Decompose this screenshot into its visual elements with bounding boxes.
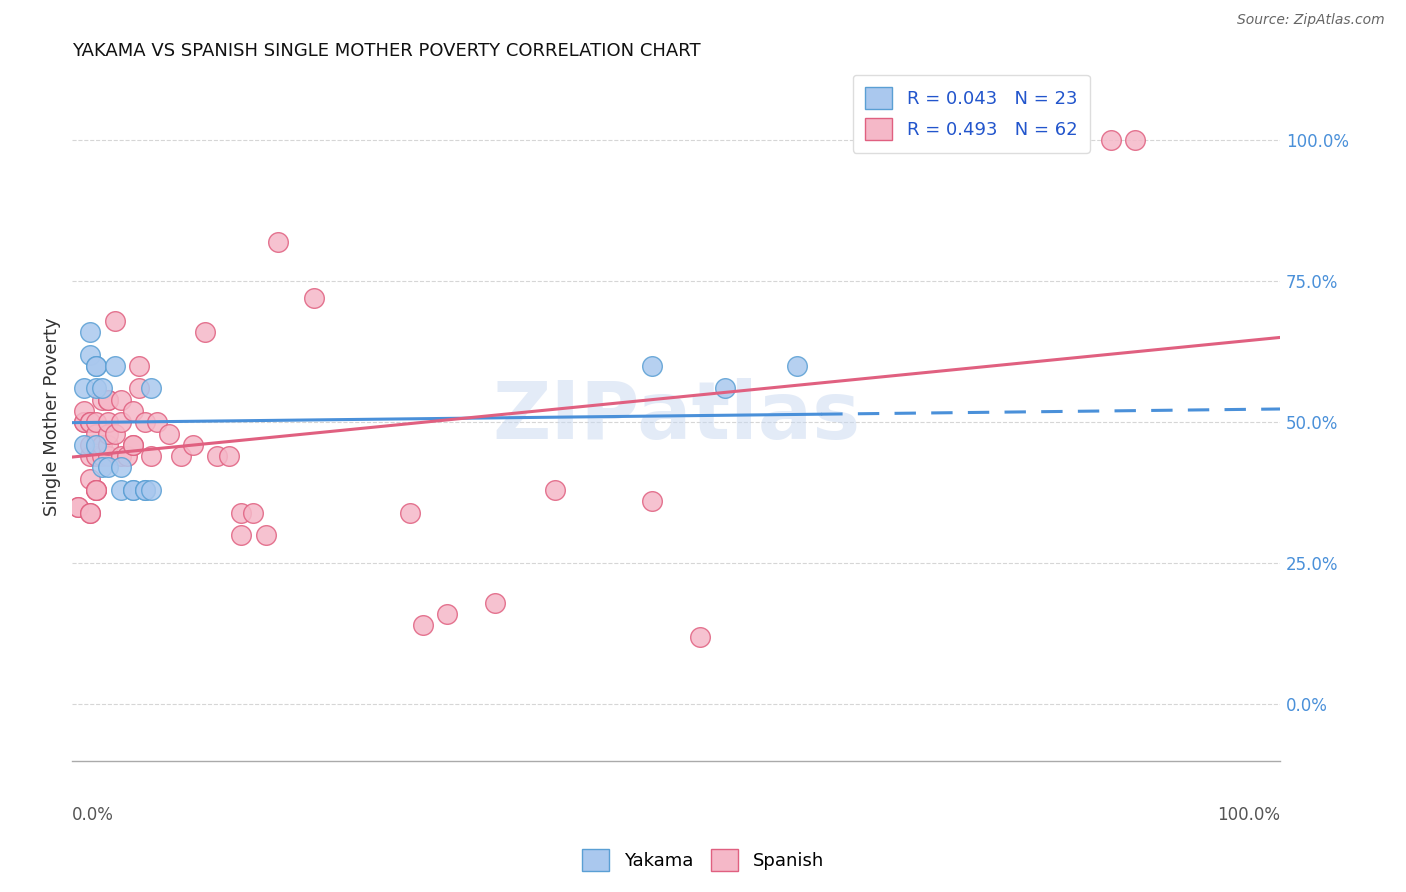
Legend: R = 0.043   N = 23, R = 0.493   N = 62: R = 0.043 N = 23, R = 0.493 N = 62	[852, 75, 1090, 153]
Point	[79, 438, 101, 452]
Point	[218, 449, 240, 463]
Point	[73, 381, 96, 395]
Point	[713, 381, 735, 395]
Point	[134, 415, 156, 429]
Point	[134, 483, 156, 497]
Point	[689, 630, 711, 644]
Point	[91, 381, 114, 395]
Point	[231, 506, 253, 520]
Point	[86, 449, 108, 463]
Point	[128, 381, 150, 395]
Y-axis label: Single Mother Poverty: Single Mother Poverty	[44, 318, 60, 516]
Point	[121, 438, 143, 452]
Point	[544, 483, 567, 497]
Point	[139, 381, 162, 395]
Point	[97, 415, 120, 429]
Point	[86, 415, 108, 429]
Point	[86, 438, 108, 452]
Point	[67, 500, 90, 514]
Point	[254, 528, 277, 542]
Point	[73, 438, 96, 452]
Point	[399, 506, 422, 520]
Point	[170, 449, 193, 463]
Point	[97, 460, 120, 475]
Point	[97, 438, 120, 452]
Point	[73, 415, 96, 429]
Point	[110, 449, 132, 463]
Point	[97, 449, 120, 463]
Point	[786, 359, 808, 373]
Point	[79, 415, 101, 429]
Point	[146, 415, 169, 429]
Point	[139, 449, 162, 463]
Point	[79, 506, 101, 520]
Point	[73, 415, 96, 429]
Point	[86, 359, 108, 373]
Point	[302, 291, 325, 305]
Point	[79, 449, 101, 463]
Point	[128, 359, 150, 373]
Point	[91, 438, 114, 452]
Point	[79, 325, 101, 339]
Point	[412, 618, 434, 632]
Point	[79, 415, 101, 429]
Point	[181, 438, 204, 452]
Point	[73, 404, 96, 418]
Point	[484, 596, 506, 610]
Point	[86, 426, 108, 441]
Point	[86, 359, 108, 373]
Point	[79, 347, 101, 361]
Point	[194, 325, 217, 339]
Point	[103, 314, 125, 328]
Text: Source: ZipAtlas.com: Source: ZipAtlas.com	[1237, 13, 1385, 28]
Point	[97, 392, 120, 407]
Point	[242, 506, 264, 520]
Point	[91, 449, 114, 463]
Text: 0.0%: 0.0%	[72, 805, 114, 823]
Point	[134, 483, 156, 497]
Point	[103, 426, 125, 441]
Point	[1099, 133, 1122, 147]
Point	[641, 494, 664, 508]
Point	[86, 483, 108, 497]
Point	[641, 359, 664, 373]
Point	[110, 460, 132, 475]
Point	[91, 392, 114, 407]
Point	[121, 438, 143, 452]
Text: YAKAMA VS SPANISH SINGLE MOTHER POVERTY CORRELATION CHART: YAKAMA VS SPANISH SINGLE MOTHER POVERTY …	[72, 42, 700, 60]
Point	[231, 528, 253, 542]
Point	[110, 392, 132, 407]
Point	[110, 415, 132, 429]
Point	[86, 381, 108, 395]
Point	[157, 426, 180, 441]
Point	[67, 500, 90, 514]
Point	[97, 426, 120, 441]
Point	[205, 449, 228, 463]
Point	[266, 235, 288, 249]
Text: ZIPatlas: ZIPatlas	[492, 377, 860, 456]
Point	[79, 506, 101, 520]
Point	[79, 472, 101, 486]
Point	[139, 483, 162, 497]
Point	[121, 483, 143, 497]
Point	[110, 483, 132, 497]
Point	[97, 392, 120, 407]
Point	[103, 359, 125, 373]
Point	[115, 449, 138, 463]
Text: 100.0%: 100.0%	[1218, 805, 1281, 823]
Point	[86, 483, 108, 497]
Legend: Yakama, Spanish: Yakama, Spanish	[575, 842, 831, 879]
Point	[436, 607, 458, 621]
Point	[121, 404, 143, 418]
Point	[121, 483, 143, 497]
Point	[91, 460, 114, 475]
Point	[86, 483, 108, 497]
Point	[1123, 133, 1146, 147]
